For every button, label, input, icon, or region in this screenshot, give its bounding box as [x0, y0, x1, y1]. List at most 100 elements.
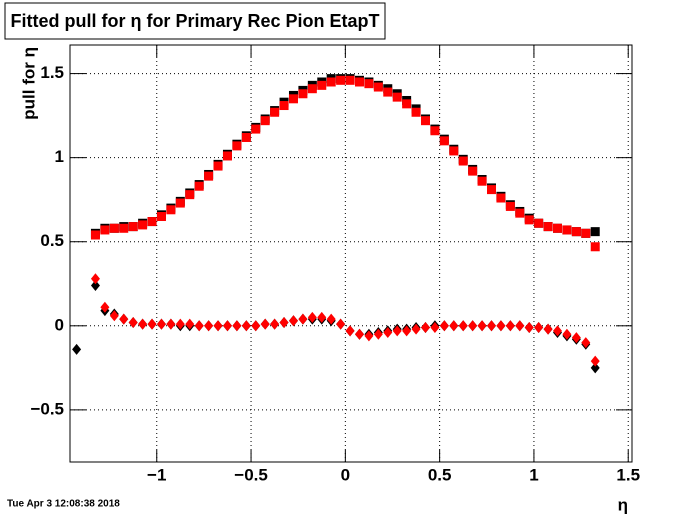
square-marker	[232, 141, 242, 151]
square-marker	[175, 198, 185, 208]
diamond-marker	[562, 328, 572, 340]
square-marker	[354, 77, 364, 87]
diamond-marker	[534, 321, 544, 333]
square-marker	[185, 190, 195, 200]
diamond-marker	[128, 316, 138, 328]
square-marker	[345, 75, 355, 85]
diamond-marker	[487, 320, 496, 332]
square-marker	[307, 84, 317, 94]
x-tick-label: 1.5	[616, 465, 640, 484]
x-tick-label: 1	[529, 465, 538, 484]
square-marker	[449, 146, 459, 156]
square-marker	[477, 176, 487, 186]
diamond-marker	[119, 313, 129, 325]
diamond-marker	[505, 320, 515, 332]
square-marker	[439, 136, 449, 146]
square-marker	[553, 223, 563, 233]
square-marker	[571, 227, 581, 237]
square-marker	[270, 107, 280, 117]
diamond-marker	[336, 318, 346, 330]
square-marker	[562, 225, 572, 235]
diamond-marker	[477, 320, 487, 332]
diamond-marker	[458, 320, 468, 332]
diamond-marker	[571, 332, 581, 344]
y-tick-label: −0.5	[30, 399, 64, 418]
square-marker	[326, 77, 336, 87]
diamond-marker	[100, 301, 110, 313]
diamond-marker	[138, 318, 148, 330]
x-tick-label: −0.5	[234, 465, 268, 484]
square-marker	[383, 87, 393, 97]
diamond-marker	[345, 325, 355, 337]
x-tick-label: 0	[341, 465, 350, 484]
square-marker	[524, 215, 534, 225]
y-tick-label: 0	[55, 315, 64, 334]
diamond-marker	[496, 320, 506, 332]
y-tick-label: 0.5	[40, 231, 64, 250]
square-marker	[204, 171, 214, 181]
diamond-marker	[439, 320, 449, 332]
square-marker	[534, 218, 544, 228]
diamond-marker	[553, 325, 563, 337]
square-marker	[430, 126, 440, 136]
square-marker	[260, 116, 270, 126]
diamond-marker	[241, 320, 251, 332]
x-tick-label: −1	[147, 465, 166, 484]
diamond-marker	[392, 325, 402, 337]
square-marker	[364, 79, 374, 89]
y-tick-label: 1	[55, 147, 64, 166]
timestamp: Tue Apr 3 12:08:38 2018	[7, 499, 120, 510]
square-marker	[298, 89, 308, 99]
diamond-marker	[420, 321, 430, 333]
square-marker	[496, 193, 506, 203]
diamond-marker	[317, 311, 327, 323]
diamond-marker	[260, 318, 270, 330]
square-marker	[373, 82, 383, 92]
diamond-marker	[156, 318, 166, 330]
square-marker	[119, 223, 129, 233]
square-marker	[100, 225, 110, 235]
diamond-marker	[581, 337, 591, 349]
diamond-marker	[364, 330, 374, 342]
diamond-marker	[402, 325, 412, 337]
diamond-marker	[194, 320, 204, 332]
diamond-marker	[185, 318, 195, 330]
x-axis-label: η	[618, 495, 628, 514]
plot-frame	[69, 44, 633, 463]
square-marker	[241, 132, 251, 142]
diamond-marker	[524, 321, 534, 333]
square-marker	[109, 223, 119, 233]
square-marker	[402, 99, 412, 109]
x-tick-label: 0.5	[428, 465, 452, 484]
diamond-marker	[147, 318, 157, 330]
diamond-marker	[298, 313, 308, 325]
square-marker	[487, 185, 496, 195]
square-marker	[194, 181, 204, 191]
diamond-marker	[90, 279, 100, 291]
square-marker	[392, 92, 402, 102]
square-marker	[468, 166, 478, 176]
square-marker	[411, 107, 421, 117]
square-marker	[166, 205, 176, 215]
diamond-marker	[279, 316, 289, 328]
diamond-marker	[288, 315, 298, 327]
diamond-marker	[204, 320, 214, 332]
square-marker	[90, 230, 100, 240]
diamond-marker	[222, 320, 232, 332]
square-marker	[147, 217, 157, 227]
square-marker	[590, 227, 600, 237]
diamond-marker	[354, 328, 364, 340]
square-marker	[515, 208, 525, 218]
square-marker	[336, 75, 346, 85]
diamond-marker	[232, 320, 242, 332]
diamond-marker	[90, 273, 100, 285]
title-box	[4, 2, 386, 40]
chart-title: Fitted pull for η for Primary Rec Pion E…	[10, 11, 379, 31]
diamond-marker	[72, 343, 82, 355]
square-marker	[581, 228, 591, 238]
diamond-marker	[213, 320, 223, 332]
diamond-marker	[251, 320, 261, 332]
square-marker	[279, 101, 289, 111]
diamond-marker	[326, 313, 336, 325]
